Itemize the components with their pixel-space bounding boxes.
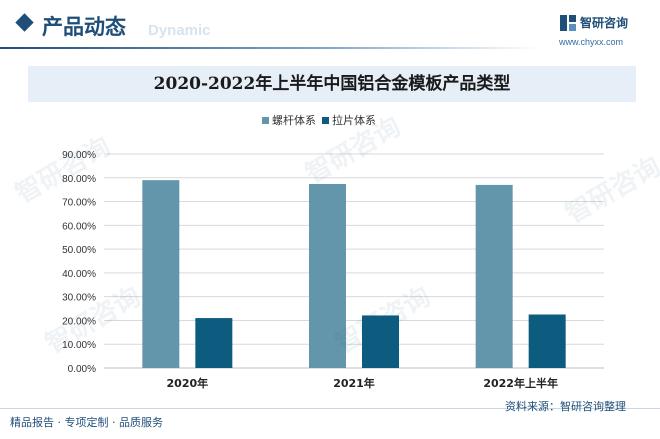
section-title: 产品动态 — [42, 15, 126, 39]
legend-label-series-1: 螺杆体系 — [272, 114, 316, 127]
legend-label-series-2: 拉片体系 — [332, 114, 376, 127]
legend-swatch-series-1 — [262, 116, 269, 124]
bar-1 — [142, 180, 180, 368]
y-tick-label: 10.00% — [62, 340, 96, 351]
legend-item-series-2: 拉片体系 — [322, 112, 376, 128]
chart-legend: 螺杆体系 拉片体系 — [0, 112, 660, 128]
bar-2 — [528, 314, 566, 368]
x-tick-label: 2022年上半年 — [483, 376, 558, 390]
chart-title: 2020-2022年上半年中国铝合金模板产品类型 — [153, 74, 511, 94]
bar-1 — [475, 184, 513, 368]
bar-2 — [195, 318, 233, 368]
y-tick-label: 90.00% — [62, 150, 96, 161]
footer-source: 资料来源：智研咨询整理 — [505, 400, 626, 413]
footer-divider — [0, 408, 660, 409]
section-watermark: Dynamic — [148, 22, 211, 39]
footer-tagline: 精品报告 · 专项定制 · 品质服务 — [10, 416, 163, 429]
y-tick-label: 60.00% — [62, 221, 96, 232]
y-tick-label: 80.00% — [62, 174, 96, 185]
header-divider — [0, 47, 540, 49]
x-tick-label: 2021年 — [333, 376, 375, 390]
x-tick-label: 2020年 — [167, 376, 209, 390]
logo-icon — [560, 15, 576, 31]
bar-1 — [309, 183, 346, 368]
brand-logo: 智研咨询 www.chyxx.com — [559, 10, 659, 50]
y-tick-label: 0.00% — [68, 364, 96, 375]
page-header: 产品动态 Dynamic — [0, 0, 660, 56]
logo-url: www.chyxx.com — [559, 37, 624, 47]
y-tick-label: 30.00% — [62, 293, 96, 304]
legend-swatch-series-2 — [322, 116, 329, 124]
y-tick-label: 40.00% — [62, 269, 96, 280]
legend-item-series-1: 螺杆体系 — [262, 112, 316, 128]
bar-2 — [362, 315, 399, 368]
logo-name: 智研咨询 — [580, 16, 629, 30]
y-tick-label: 50.00% — [62, 245, 96, 256]
y-tick-label: 20.00% — [62, 316, 96, 327]
y-tick-label: 70.00% — [62, 198, 96, 209]
chart-title-bar: 2020-2022年上半年中国铝合金模板产品类型 — [28, 66, 636, 102]
